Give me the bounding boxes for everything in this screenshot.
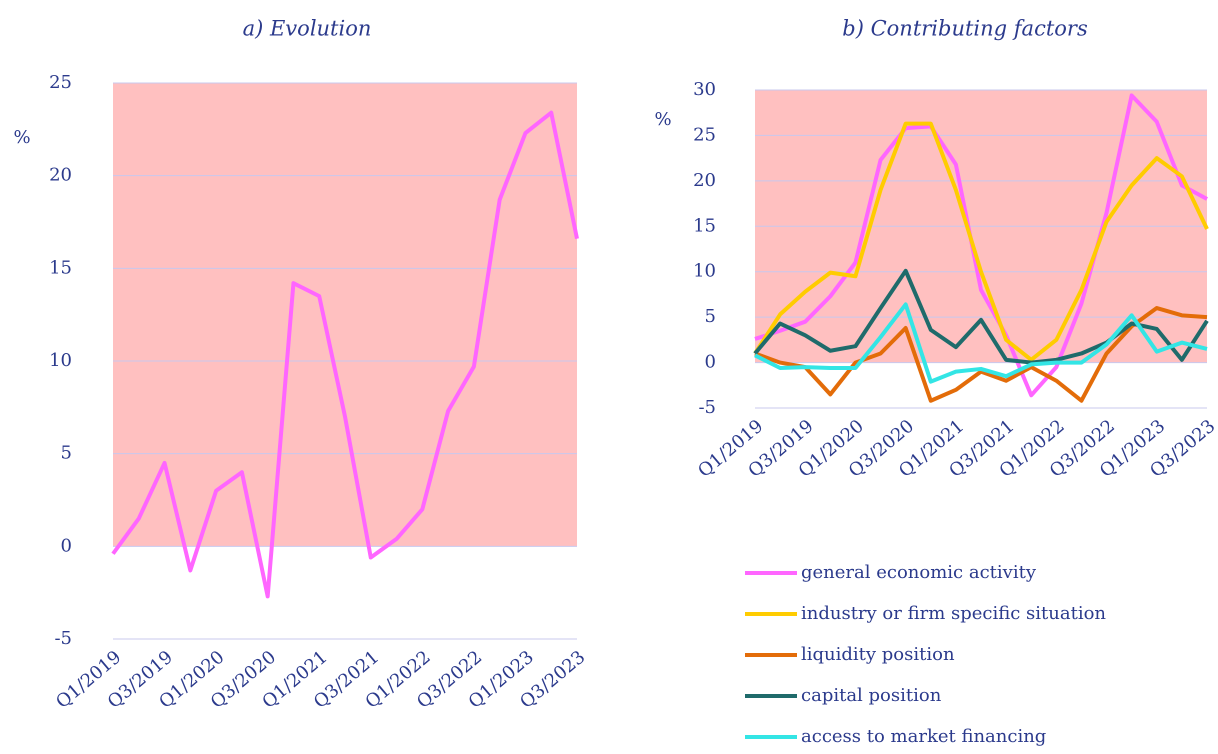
y-tick-label: 25 [49, 72, 72, 93]
shaded-band [113, 83, 577, 547]
y-tick-label: 25 [693, 124, 716, 145]
y-tick-label: 0 [61, 535, 72, 556]
data-line [753, 121, 1209, 362]
legend-label: liquidity position [801, 644, 955, 665]
y-tick-label: 10 [693, 261, 716, 282]
y-tick-label: 20 [693, 170, 716, 191]
y-tick-label: 20 [49, 165, 72, 186]
y-tick-label: 30 [693, 79, 716, 100]
y-tick-label: -5 [54, 628, 72, 649]
data-line [111, 110, 579, 599]
y-tick-label: 5 [61, 443, 72, 464]
legend-label: industry or firm specific situation [801, 603, 1106, 624]
data-line [753, 268, 1209, 365]
y-tick-label: -5 [698, 397, 716, 418]
data-line [754, 302, 1208, 384]
legend-label: capital position [801, 685, 942, 706]
chart-title: a) Evolution [243, 17, 372, 41]
y-tick-label: 15 [693, 215, 716, 236]
data-line [754, 93, 1208, 398]
legend-label: general economic activity [801, 562, 1037, 583]
legend-label: access to market financing [801, 726, 1046, 747]
data-line [754, 306, 1208, 403]
y-tick-label: 10 [49, 350, 72, 371]
y-axis-label: % [654, 109, 671, 130]
y-tick-label: 5 [705, 306, 716, 327]
y-tick-label: 0 [705, 352, 716, 373]
chart-title: b) Contributing factors [842, 17, 1088, 41]
y-tick-label: 15 [49, 257, 72, 278]
y-axis-label: % [13, 127, 30, 148]
